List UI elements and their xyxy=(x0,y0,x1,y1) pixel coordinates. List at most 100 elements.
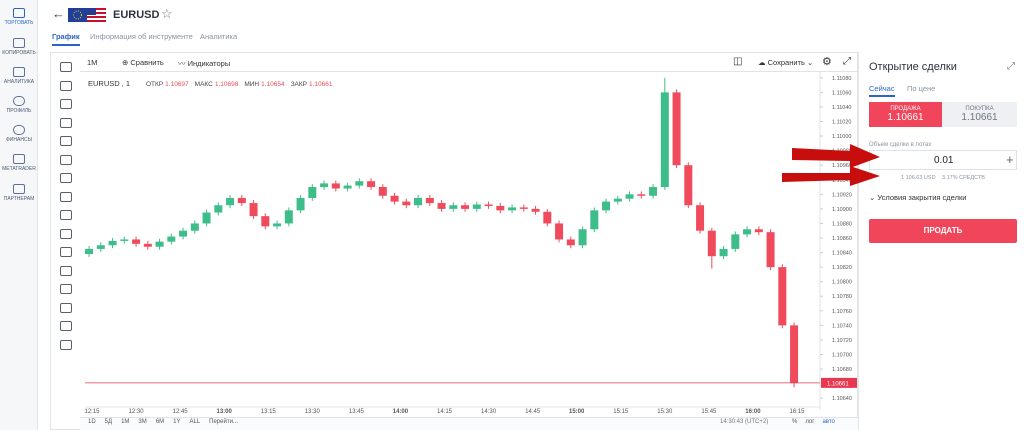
sell-button[interactable]: ПРОДАТЬ xyxy=(869,219,1017,243)
indicators-button[interactable]: 〰 Индикаторы xyxy=(178,59,231,68)
x-tick-label: 16:15 xyxy=(789,409,805,415)
panel-tab[interactable]: Сейчас xyxy=(869,84,895,97)
candle-body xyxy=(214,205,223,213)
tool[interactable] xyxy=(60,284,72,294)
candle-body xyxy=(766,232,775,268)
tool[interactable] xyxy=(60,173,72,183)
candle-body xyxy=(132,239,141,244)
fullscreen-button[interactable]: ⤢ xyxy=(843,56,851,67)
tab[interactable]: Аналитика xyxy=(200,32,238,41)
nav-item[interactable]: ФИНАНСЫ xyxy=(0,125,38,143)
save-button[interactable]: ☁ Сохранить ⌄ xyxy=(758,58,814,67)
range-button[interactable]: 1M xyxy=(121,419,130,425)
compare-button[interactable]: ⊕ Сравнить xyxy=(122,58,164,67)
tool[interactable] xyxy=(60,302,72,313)
candle-body xyxy=(343,185,352,189)
candle-body xyxy=(179,230,188,237)
candle-body xyxy=(625,194,634,199)
candle-body xyxy=(637,194,646,196)
back-button[interactable]: ← xyxy=(52,6,65,21)
nav-item[interactable]: ПАРТНЕРАМ xyxy=(0,184,38,202)
sell-label: ПРОДАЖА xyxy=(890,106,921,112)
y-tick-label: 1.10920 xyxy=(832,192,852,198)
bottom-bar xyxy=(80,417,858,430)
nav-item[interactable]: АНАЛИТИКА xyxy=(0,67,38,85)
tool[interactable] xyxy=(60,265,72,276)
nav-item[interactable]: КОПИРОВАТЬ xyxy=(0,38,38,56)
nav-label: КОПИРОВАТЬ xyxy=(2,50,36,56)
y-tick-label: 1.10940 xyxy=(832,178,852,184)
x-tick-label: 13:15 xyxy=(261,409,277,415)
nav-item[interactable]: ПРОФИЛЬ xyxy=(0,96,38,114)
x-tick-label: 13:00 xyxy=(217,409,233,415)
candle-body xyxy=(425,197,434,204)
volume-plus[interactable]: + xyxy=(1006,152,1014,167)
range-button[interactable]: 1D xyxy=(88,419,96,425)
tool[interactable] xyxy=(60,339,72,350)
tab[interactable]: График xyxy=(52,32,80,46)
candle-body xyxy=(531,208,540,212)
y-tick-label: 1.10780 xyxy=(832,294,852,300)
candle-body xyxy=(308,187,317,198)
tool[interactable] xyxy=(60,154,72,165)
x-tick-label: 15:00 xyxy=(569,409,585,415)
x-tick-label: 12:30 xyxy=(129,409,145,415)
candle-body xyxy=(660,92,669,188)
tool[interactable] xyxy=(60,99,72,109)
range-button[interactable]: Перейти... xyxy=(209,419,238,425)
y-tick-label: 1.10720 xyxy=(832,338,852,344)
y-tick-label: 1.11060 xyxy=(832,90,851,96)
range-button[interactable]: 1Y xyxy=(173,419,181,425)
nav-item[interactable]: ТОРГОВАТЬ xyxy=(0,8,38,26)
buy-price-box[interactable]: ПОКУПКА 1.10661 xyxy=(942,102,1017,127)
range-button[interactable]: 6M xyxy=(155,419,165,425)
chart-toolbar xyxy=(80,52,858,72)
candle-body xyxy=(85,248,94,255)
candle-body xyxy=(249,203,258,217)
ohlc-value: 1.10661 xyxy=(309,81,333,88)
candle-body xyxy=(508,207,517,211)
close-conditions[interactable]: ⌄ Условия закрытия сделки xyxy=(869,193,967,202)
tool[interactable] xyxy=(60,136,72,146)
range-button[interactable]: 3M xyxy=(138,419,147,425)
tool[interactable] xyxy=(60,62,72,72)
tool[interactable] xyxy=(60,117,72,128)
x-tick-label: 16:00 xyxy=(745,409,761,415)
settings-button[interactable]: ⚙ xyxy=(822,56,832,68)
chart-symbol: EURUSD , 1 xyxy=(88,79,130,88)
sell-price-box[interactable]: ПРОДАЖА 1.10661 xyxy=(869,102,942,127)
scale-button[interactable]: лог xyxy=(805,419,815,425)
tool[interactable] xyxy=(60,191,72,202)
candle-body xyxy=(590,210,599,230)
candle-body xyxy=(578,229,587,246)
last-price-box xyxy=(821,377,857,388)
tab[interactable]: Информация об инструменте xyxy=(90,32,193,41)
range-button[interactable]: ALL xyxy=(189,419,201,425)
scale-button[interactable]: авто xyxy=(822,419,835,425)
tool[interactable] xyxy=(60,210,72,220)
expand-button[interactable]: ⤢ xyxy=(1007,61,1015,72)
symbol-title: EURUSD xyxy=(113,9,160,21)
candle-body xyxy=(731,234,740,249)
candle-body xyxy=(602,201,611,211)
candle-body xyxy=(237,197,246,204)
favorite-star[interactable]: ☆ xyxy=(161,6,173,21)
tool[interactable] xyxy=(60,247,72,257)
candle-body xyxy=(649,187,658,196)
scale-button[interactable]: % xyxy=(792,419,798,425)
y-tick-label: 1.10900 xyxy=(832,207,852,213)
volume-input[interactable]: 0.01 + xyxy=(869,150,1017,170)
x-tick-label: 14:30 xyxy=(481,409,497,415)
candle-body xyxy=(143,243,152,247)
x-tick-label: 14:45 xyxy=(525,409,541,415)
tool[interactable] xyxy=(60,321,72,331)
range-button[interactable]: 5Д xyxy=(104,419,113,425)
interval-button[interactable]: 1M xyxy=(87,58,98,67)
range-buttons: 1D 5Д 1M 3M 6M 1Y ALL Перейти... xyxy=(88,419,238,425)
panel-tab[interactable]: По цене xyxy=(907,84,936,93)
nav-item[interactable]: METATRADER xyxy=(0,154,38,172)
screenshot-button[interactable]: ◫ xyxy=(733,56,743,67)
tool[interactable] xyxy=(60,228,72,239)
tool[interactable] xyxy=(60,80,72,91)
